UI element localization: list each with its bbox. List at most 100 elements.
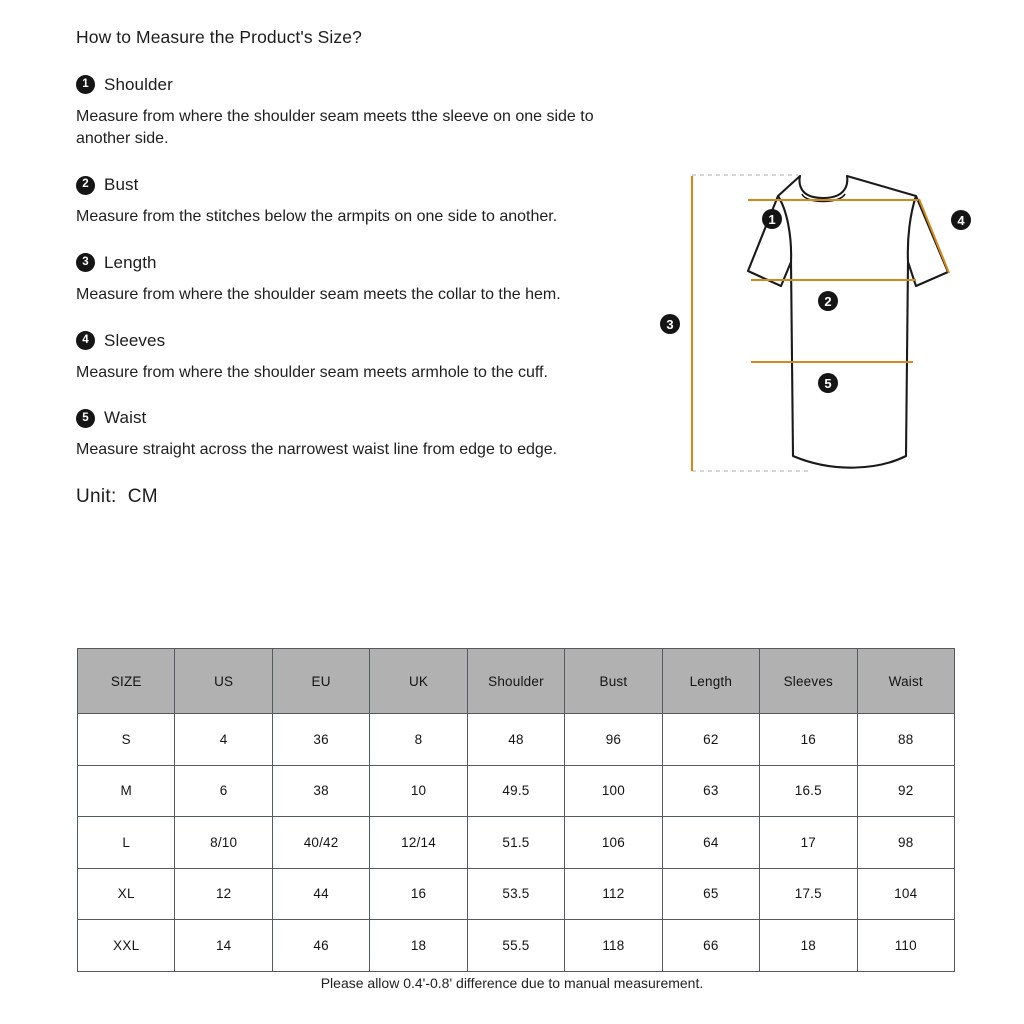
column-header-waist: Waist [856,648,955,714]
cell-waist: 110 [856,919,955,972]
cell-waist: 92 [856,764,955,817]
step-badge-2-icon: 2 [76,175,95,195]
column-header-us: US [174,648,273,714]
cell-shoulder: 53.5 [466,867,566,920]
step-description-sleeves: Measure from where the shoulder seam mee… [76,363,548,381]
cell-uk: 10 [369,764,468,817]
size-chart-table: SIZE US EU UK Shoulder Bust Length Sleev… [76,648,955,972]
cell-eu: 46 [271,919,371,972]
cell-size: M [76,764,176,817]
table-header-row: SIZE US EU UK Shoulder Bust Length Sleev… [76,648,955,714]
measurement-disclaimer: Please allow 0.4'-0.8' difference due to… [320,975,704,991]
cell-shoulder: 55.5 [466,919,566,972]
step-header: 3 Length [76,253,616,273]
step-description-waist: Measure straight across the narrowest wa… [76,441,558,459]
cell-shoulder: 51.5 [466,816,566,869]
table-row: XXL 14 46 18 55.5 118 66 18 110 [76,919,955,972]
size-table-head: SIZE US EU UK Shoulder Bust Length Sleev… [76,648,955,714]
cell-uk: 12/14 [369,816,468,869]
cell-length: 65 [661,867,761,920]
step-header: 2 Bust [76,175,616,195]
diagram-badge-5-label: 5 [824,376,831,391]
right-sleeve-seam [906,195,917,263]
diagram-badge-2: 2 [818,291,838,311]
table-row: L 8/10 40/42 12/14 51.5 106 64 17 98 [76,816,955,869]
cell-sleeves: 17 [759,816,858,869]
measure-step-waist: 5 Waist Measure straight across the narr… [76,408,616,462]
measure-step-shoulder: 1 Shoulder Measure from where the should… [76,75,616,151]
step-description-shoulder: Measure from where the shoulder seam mee… [76,107,594,148]
cell-eu: 36 [271,713,371,766]
cell-bust: 100 [564,764,663,817]
step-header: 4 Sleeves [76,331,616,351]
cell-bust: 118 [564,919,663,972]
step-badge-3-icon: 3 [76,253,95,273]
step-badge-1-icon: 1 [76,75,95,95]
cell-shoulder: 48 [466,713,566,766]
cell-sleeves: 16.5 [759,764,858,817]
size-table-body: S 4 36 8 48 96 62 16 88 M 6 38 10 49.5 1… [76,713,955,972]
cell-uk: 18 [369,919,468,972]
unit-label: Unit: CM [76,486,158,508]
cell-sleeves: 18 [759,919,858,972]
cell-us: 8/10 [174,816,273,869]
cell-sleeves: 16 [759,713,858,766]
cell-sleeves: 17.5 [759,867,858,920]
step-name-waist: Waist [104,408,147,428]
cell-waist: 98 [856,816,955,869]
column-header-sleeves: Sleeves [759,648,858,714]
tshirt-diagram: 1 2 3 4 5 [648,158,998,494]
cell-length: 66 [661,919,761,972]
measure-step-sleeves: 4 Sleeves Measure from where the shoulde… [76,331,616,385]
size-table-container: SIZE US EU UK Shoulder Bust Length Sleev… [76,648,955,972]
step-header: 1 Shoulder [76,75,616,95]
cell-waist: 88 [856,713,955,766]
diagram-badge-3: 3 [660,314,680,334]
step-badge-5-icon: 5 [76,408,95,428]
cell-size: XL [76,867,176,920]
diagram-badge-1-label: 1 [768,212,775,227]
step-header: 5 Waist [76,408,616,428]
diagram-badge-2-label: 2 [824,294,831,309]
column-header-bust: Bust [564,648,663,714]
diagram-badge-5: 5 [818,373,838,393]
cell-us: 12 [174,867,273,920]
table-row: M 6 38 10 49.5 100 63 16.5 92 [76,764,955,817]
column-header-uk: UK [369,648,468,714]
step-name-shoulder: Shoulder [104,74,173,94]
step-name-bust: Bust [104,175,139,195]
cell-bust: 112 [564,867,663,920]
column-header-eu: EU [271,648,371,714]
diagram-badge-1: 1 [762,209,782,229]
diagram-badge-4: 4 [951,210,971,230]
step-description-bust: Measure from the stitches below the armp… [76,208,558,226]
column-header-length: Length [661,648,761,714]
diagram-badge-4-label: 4 [957,213,965,228]
collar-curve [801,193,846,203]
tshirt-outline [746,174,950,469]
column-header-size: SIZE [76,648,176,714]
cell-length: 64 [661,816,761,869]
table-row: S 4 36 8 48 96 62 16 88 [76,713,955,766]
step-name-sleeves: Sleeves [104,330,166,350]
cell-bust: 106 [564,816,663,869]
cell-uk: 8 [369,713,468,766]
cell-us: 4 [174,713,273,766]
cell-eu: 44 [271,867,371,920]
measure-step-length: 3 Length Measure from where the shoulder… [76,253,616,307]
cell-size: XXL [76,919,176,972]
table-row: XL 12 44 16 53.5 112 65 17.5 104 [76,867,955,920]
cell-bust: 96 [564,713,663,766]
cell-size: S [76,713,176,766]
measure-step-bust: 2 Bust Measure from the stitches below t… [76,175,616,229]
step-badge-4-icon: 4 [76,331,95,351]
step-description-length: Measure from where the shoulder seam mee… [76,285,561,303]
diagram-badge-3-label: 3 [666,317,673,332]
sleeve-measure-line [918,198,950,274]
cell-eu: 40/42 [271,816,371,869]
cell-eu: 38 [271,764,371,817]
cell-size: L [76,816,176,869]
step-name-length: Length [104,252,157,272]
cell-waist: 104 [856,867,955,920]
column-header-shoulder: Shoulder [466,648,566,714]
